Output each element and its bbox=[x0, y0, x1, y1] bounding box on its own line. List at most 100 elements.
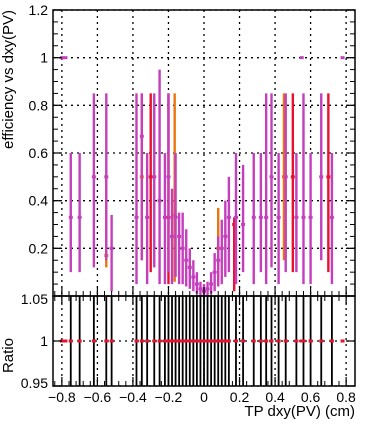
efficiency-point bbox=[308, 215, 313, 219]
top-y-tick-label: 0.6 bbox=[29, 145, 49, 161]
ratio-point bbox=[77, 339, 82, 343]
ratio-point bbox=[184, 339, 189, 343]
efficiency-point bbox=[68, 215, 73, 219]
x-tick-label: 0.8 bbox=[336, 389, 356, 405]
efficiency-point bbox=[233, 215, 238, 219]
efficiency-point bbox=[269, 175, 274, 179]
efficiency-point bbox=[319, 175, 324, 179]
ratio-point bbox=[162, 339, 167, 343]
efficiency-point bbox=[232, 223, 237, 226]
ratio-point bbox=[177, 339, 182, 343]
efficiency-point bbox=[212, 270, 217, 274]
efficiency-point bbox=[294, 215, 299, 219]
efficiency-point bbox=[91, 175, 96, 179]
efficiency-point bbox=[109, 246, 114, 250]
efficiency-point bbox=[134, 215, 139, 219]
ratio-point bbox=[63, 339, 68, 343]
ratio-point bbox=[205, 339, 210, 343]
ratio-point bbox=[173, 339, 178, 343]
ratio-point bbox=[251, 339, 256, 343]
ratio-point bbox=[329, 339, 334, 343]
efficiency-point bbox=[198, 287, 203, 291]
efficiency-point bbox=[209, 282, 214, 286]
x-tick-label: 0.6 bbox=[301, 389, 321, 405]
ratio-point bbox=[269, 339, 274, 343]
efficiency-point bbox=[276, 215, 281, 219]
ratio-point bbox=[139, 339, 144, 343]
ratio-point bbox=[340, 339, 345, 343]
ratio-point bbox=[166, 339, 171, 343]
efficiency-point bbox=[219, 246, 224, 250]
ratio-point bbox=[294, 339, 299, 343]
efficiency-point bbox=[173, 215, 178, 219]
x-tick-label: 0.4 bbox=[265, 389, 285, 405]
efficiency-point bbox=[184, 258, 189, 262]
ratio-point bbox=[319, 339, 324, 343]
efficiency-point bbox=[157, 199, 162, 203]
ratio-point bbox=[145, 339, 150, 343]
ratio-point bbox=[308, 339, 313, 343]
efficiency-point bbox=[104, 175, 109, 179]
ratio-point bbox=[216, 339, 221, 343]
ratio-axis-title: Ratio bbox=[0, 338, 17, 373]
x-tick-label: −0.4 bbox=[119, 389, 147, 405]
efficiency-point bbox=[152, 175, 157, 179]
ratio-point bbox=[157, 339, 162, 343]
efficiency-point bbox=[283, 175, 288, 179]
ratio-point bbox=[104, 339, 109, 343]
top-y-tick-label: 1.2 bbox=[29, 2, 49, 18]
x-tick-label: 0.2 bbox=[230, 389, 250, 405]
x-tick-label: 0 bbox=[200, 389, 208, 405]
ratio-point bbox=[187, 339, 192, 343]
ratio-y-tick-label: 0.95 bbox=[21, 375, 48, 391]
top-y-tick-label: 1 bbox=[40, 50, 48, 66]
ratio-panel-data bbox=[59, 296, 345, 386]
ratio-point bbox=[226, 339, 231, 343]
ratio-point bbox=[198, 339, 203, 343]
efficiency-point bbox=[226, 215, 231, 219]
ratio-point bbox=[241, 339, 246, 343]
ratio-point bbox=[301, 339, 306, 343]
ratio-point bbox=[202, 339, 206, 343]
ratio-point bbox=[152, 339, 157, 343]
ratio-point bbox=[209, 339, 214, 343]
efficiency-point bbox=[264, 215, 269, 219]
y-axis-title: efficiency vs dxy(PV) bbox=[0, 10, 17, 149]
x-tick-label: −0.2 bbox=[155, 389, 183, 405]
axis-tick-labels: −0.8 −0.6 −0.4 −0.2 0 0.2 0.4 0.6 0.8 0.2 0.4 0.6 0.… bbox=[21, 2, 356, 405]
ratio-point bbox=[283, 339, 288, 343]
efficiency-point bbox=[145, 215, 150, 219]
efficiency-point bbox=[170, 234, 175, 238]
efficiency-point bbox=[148, 175, 153, 179]
ratio-point bbox=[223, 339, 228, 343]
ratio-point bbox=[109, 339, 114, 343]
efficiency-point bbox=[177, 234, 182, 238]
efficiency-point bbox=[63, 56, 68, 60]
efficiency-point bbox=[180, 246, 185, 250]
top-y-tick-label: 0.4 bbox=[29, 193, 49, 209]
ratio-point bbox=[233, 339, 238, 343]
axis-ticks bbox=[53, 9, 355, 387]
efficiency-point bbox=[205, 287, 210, 291]
ratio-point bbox=[258, 339, 263, 343]
efficiency-point bbox=[299, 56, 304, 60]
ratio-point bbox=[68, 339, 73, 343]
ratio-point bbox=[134, 339, 139, 343]
efficiency-point bbox=[329, 215, 334, 219]
efficiency-point bbox=[162, 215, 167, 219]
efficiency-point bbox=[191, 275, 196, 279]
ratio-point bbox=[264, 339, 269, 343]
efficiency-point bbox=[258, 215, 263, 219]
efficiency-point bbox=[241, 223, 246, 226]
top-y-tick-label: 0.2 bbox=[29, 240, 49, 256]
ratio-point bbox=[180, 339, 185, 343]
efficiency-point bbox=[216, 258, 221, 262]
x-tick-label: −0.6 bbox=[84, 389, 112, 405]
efficiency-point bbox=[166, 175, 171, 179]
efficiency-point bbox=[139, 134, 144, 138]
ratio-point bbox=[276, 339, 281, 343]
efficiency-point bbox=[223, 234, 228, 238]
ratio-point bbox=[91, 339, 96, 343]
efficiency-point bbox=[187, 265, 192, 269]
